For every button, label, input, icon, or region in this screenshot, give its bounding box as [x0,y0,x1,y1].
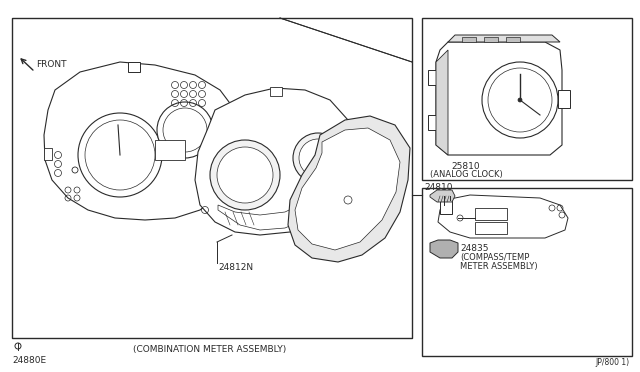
Text: 24835: 24835 [460,244,488,253]
Bar [558,90,570,108]
Circle shape [518,98,522,102]
Text: 24812N: 24812N [218,263,253,272]
Circle shape [78,113,162,197]
Bar [440,196,452,214]
Bar [270,87,282,96]
Bar [128,62,140,72]
Polygon shape [195,88,358,235]
Text: (COMPASS/TEMP: (COMPASS/TEMP [460,253,529,262]
Text: (ANALOG CLOCK): (ANALOG CLOCK) [429,170,502,179]
Text: 24880E: 24880E [12,356,46,365]
Circle shape [210,140,280,210]
Polygon shape [438,195,568,238]
Bar [428,70,440,85]
Text: JP/800 1): JP/800 1) [596,358,630,367]
Bar [422,18,632,180]
Circle shape [157,102,213,158]
Text: 24810: 24810 [424,183,452,192]
Text: (COMBINATION METER ASSEMBLY): (COMBINATION METER ASSEMBLY) [133,345,287,354]
Bar [428,115,440,130]
Bar [475,208,507,220]
Text: METER ASSEMBLY): METER ASSEMBLY) [460,262,538,271]
Circle shape [482,62,558,138]
Polygon shape [288,116,410,262]
Circle shape [299,139,337,177]
Bar [44,148,52,160]
Bar [475,222,507,234]
Polygon shape [430,240,458,258]
Bar [484,37,498,42]
Polygon shape [436,42,562,155]
Circle shape [217,147,273,203]
Polygon shape [218,200,320,230]
Polygon shape [436,50,448,155]
Polygon shape [295,128,400,250]
Bar [462,37,476,42]
Circle shape [293,133,343,183]
Bar [422,188,632,356]
Polygon shape [430,190,455,202]
Bar [12,18,412,338]
Circle shape [72,167,78,173]
Bar [340,160,350,168]
Polygon shape [44,62,240,220]
Text: 25810: 25810 [452,162,480,171]
Circle shape [15,343,21,349]
Bar [155,140,185,160]
Text: FRONT: FRONT [36,60,67,69]
Bar [506,37,520,42]
Polygon shape [448,35,560,42]
